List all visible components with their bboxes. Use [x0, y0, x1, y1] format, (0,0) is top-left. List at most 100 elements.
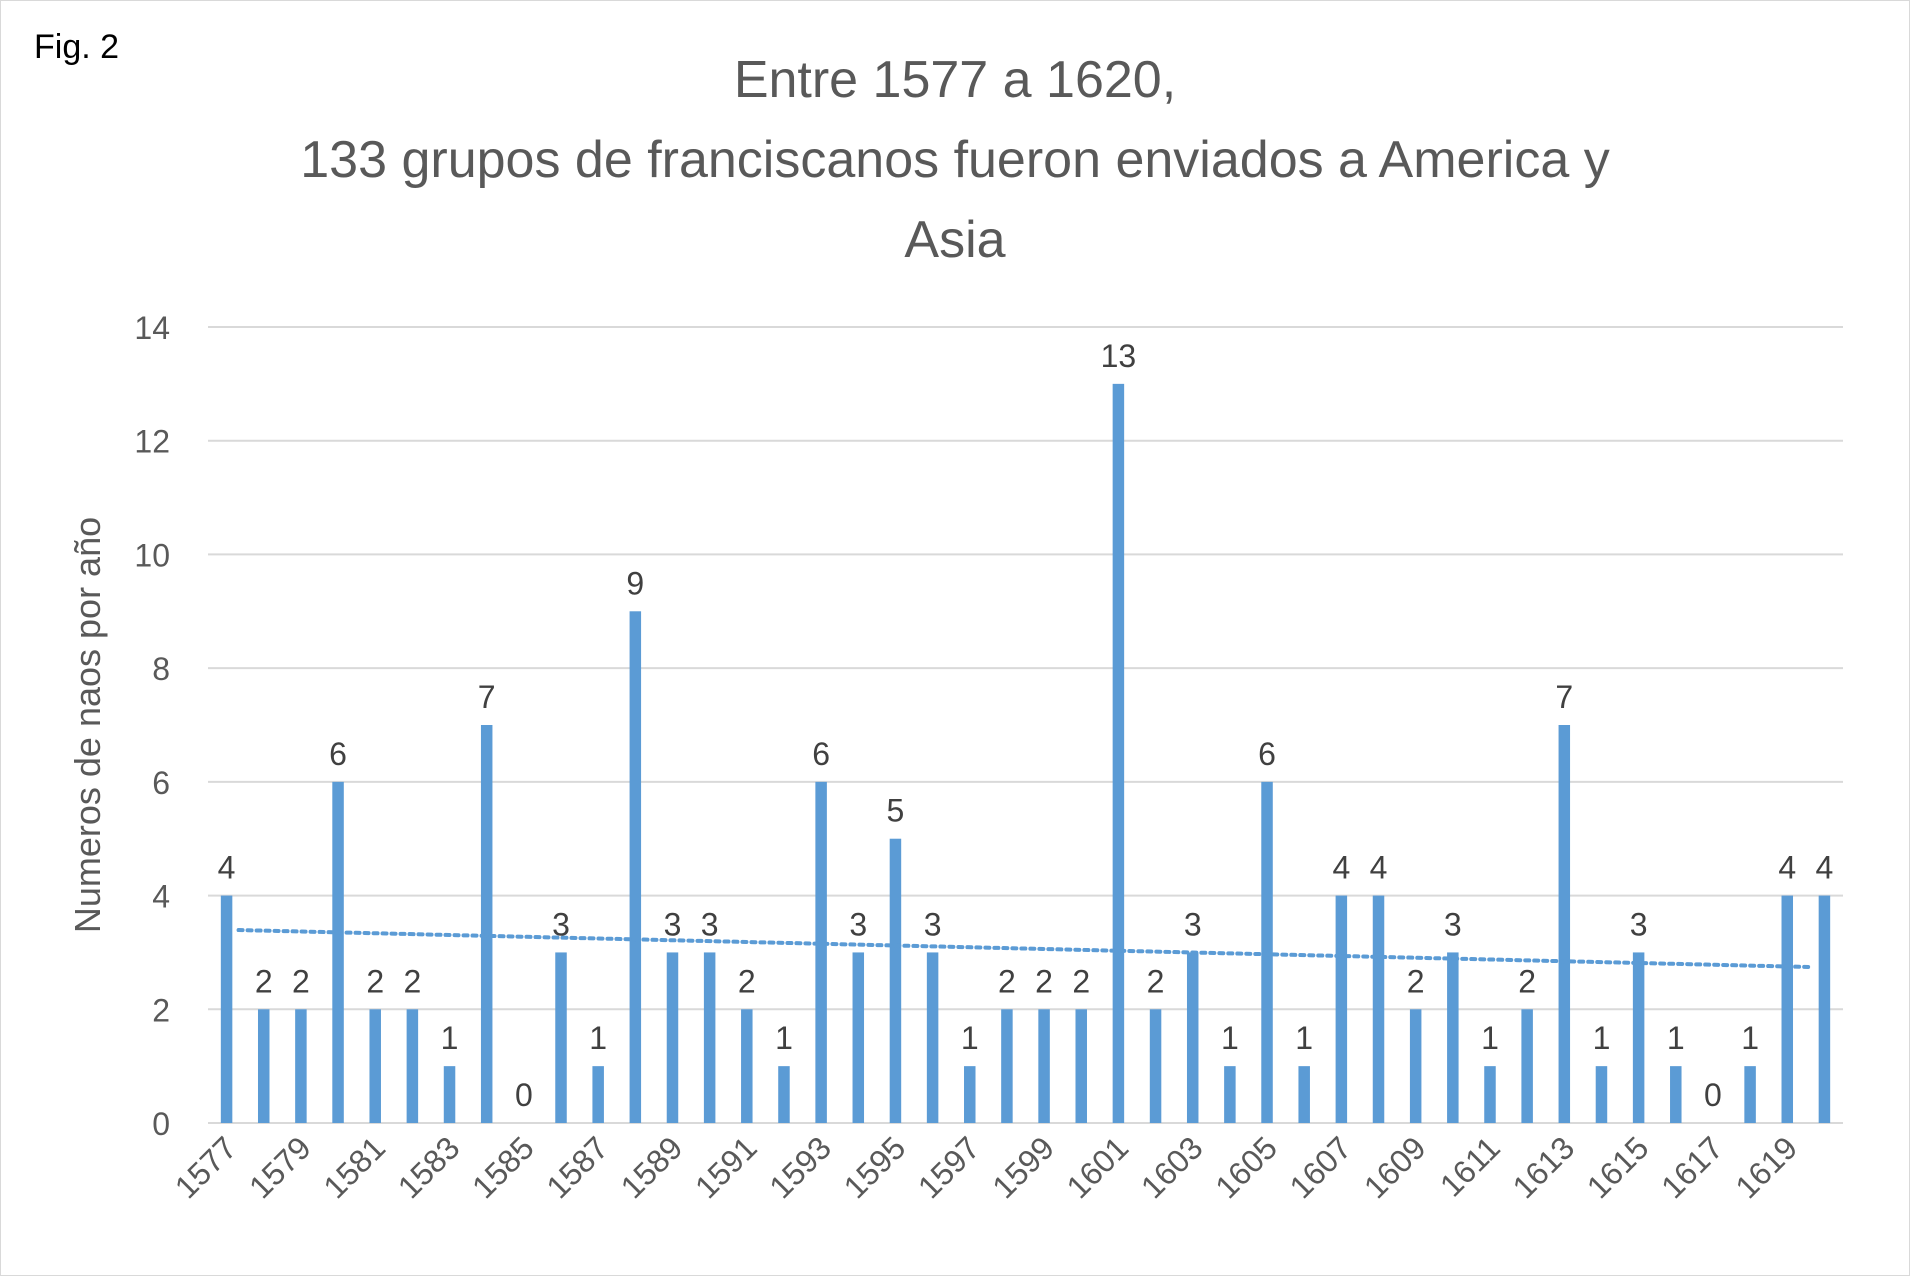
- bar: [1595, 1066, 1608, 1123]
- x-tick-label: 1597: [911, 1129, 987, 1205]
- data-label: 2: [1407, 963, 1425, 999]
- data-label: 1: [775, 1020, 793, 1056]
- x-tick-label: 1609: [1357, 1129, 1433, 1205]
- trendline: [236, 928, 1815, 970]
- y-tick-label: 14: [134, 310, 170, 346]
- bar: [1335, 895, 1348, 1123]
- data-label: 0: [515, 1077, 533, 1113]
- x-tick-label: 1601: [1060, 1129, 1136, 1205]
- data-label: 3: [1630, 906, 1648, 942]
- x-tick-label: 1593: [762, 1129, 838, 1205]
- x-tick-label: 1613: [1505, 1129, 1581, 1205]
- y-tick-label: 0: [152, 1106, 170, 1142]
- data-label: 2: [998, 963, 1016, 999]
- data-label: 3: [1444, 906, 1462, 942]
- y-tick-label: 10: [134, 537, 170, 573]
- data-label: 7: [478, 679, 496, 715]
- bar: [1038, 1009, 1050, 1123]
- data-label: 2: [292, 963, 310, 999]
- data-label: 4: [1332, 850, 1350, 886]
- figure-label: Fig. 2: [34, 28, 120, 66]
- bar: [1224, 1066, 1236, 1123]
- data-label: 1: [1221, 1020, 1239, 1056]
- bar: [1818, 895, 1831, 1123]
- data-label: 6: [1258, 736, 1276, 772]
- bar: [1670, 1066, 1682, 1123]
- trendline-line: [236, 928, 1815, 970]
- data-label: 6: [812, 736, 830, 772]
- chart-title-line-2: 133 grupos de franciscanos fueron enviad…: [300, 131, 1610, 189]
- bar: [1632, 952, 1645, 1123]
- x-axis-ticks: 1577157915811583158515871589159115931595…: [168, 1129, 1804, 1205]
- x-tick-label: 1585: [465, 1129, 541, 1205]
- bar: [703, 952, 716, 1123]
- x-tick-label: 1603: [1134, 1129, 1210, 1205]
- bar: [1001, 1009, 1013, 1123]
- data-label: 2: [255, 963, 273, 999]
- bar: [1521, 1009, 1533, 1123]
- bar: [815, 781, 827, 1123]
- bar: [1186, 952, 1199, 1123]
- bar: [406, 1009, 419, 1123]
- chart-title-line-3: Asia: [904, 211, 1006, 269]
- data-label: 1: [441, 1020, 459, 1056]
- data-label: 4: [1816, 850, 1834, 886]
- x-tick-label: 1599: [985, 1129, 1061, 1205]
- y-tick-label: 6: [152, 765, 170, 801]
- bar: [964, 1066, 976, 1123]
- y-axis-ticks: 0 2 4 6 8 10 12 14: [134, 310, 170, 1142]
- bar: [1075, 1009, 1087, 1123]
- x-tick-label: 1591: [688, 1129, 764, 1205]
- data-label: 3: [924, 906, 942, 942]
- x-tick-label: 1579: [242, 1129, 318, 1205]
- bar: [741, 1009, 753, 1123]
- x-tick-label: 1605: [1208, 1129, 1284, 1205]
- data-label: 3: [664, 906, 682, 942]
- bar: [443, 1066, 456, 1123]
- data-label: 1: [1741, 1020, 1759, 1056]
- bar: [592, 1066, 604, 1123]
- bar: [369, 1009, 381, 1123]
- x-tick-label: 1611: [1433, 1129, 1507, 1203]
- x-tick-label: 1595: [837, 1129, 913, 1205]
- x-tick-label: 1577: [168, 1129, 244, 1205]
- chart-title-line-1: Entre 1577 a 1620,: [733, 51, 1177, 109]
- bar: [778, 1066, 790, 1123]
- bar: [926, 952, 939, 1123]
- gridlines: [208, 326, 1843, 1124]
- x-tick-label: 1617: [1654, 1129, 1730, 1205]
- x-tick-label: 1607: [1283, 1129, 1359, 1205]
- data-label: 0: [1704, 1077, 1722, 1113]
- x-tick-label: 1581: [316, 1129, 392, 1205]
- bar: [1112, 383, 1125, 1123]
- bar: [555, 952, 567, 1123]
- data-label: 2: [403, 963, 421, 999]
- bar: [1149, 1009, 1162, 1123]
- bar: [1484, 1066, 1496, 1123]
- data-label: 1: [961, 1020, 979, 1056]
- bar: [1744, 1066, 1756, 1123]
- x-tick-label: 1587: [539, 1129, 615, 1205]
- data-label: 4: [1370, 850, 1388, 886]
- bar: [1298, 1066, 1310, 1123]
- data-label: 4: [218, 850, 236, 886]
- bar: [889, 838, 902, 1123]
- bar: [1558, 725, 1571, 1123]
- bar: [295, 1009, 307, 1123]
- bar: [220, 895, 233, 1123]
- data-label: 2: [1147, 963, 1165, 999]
- data-label: 13: [1101, 338, 1137, 374]
- bar: [1372, 895, 1385, 1123]
- data-label: 1: [589, 1020, 607, 1056]
- x-tick-label: 1619: [1728, 1129, 1804, 1205]
- data-label: 3: [849, 906, 867, 942]
- data-label: 3: [1184, 906, 1202, 942]
- bar: [1781, 895, 1794, 1123]
- x-tick-label: 1583: [391, 1129, 467, 1205]
- data-label: 1: [1593, 1020, 1611, 1056]
- x-tick-label: 1615: [1580, 1129, 1656, 1205]
- bar: [629, 611, 642, 1123]
- x-tick-label: 1589: [614, 1129, 690, 1205]
- data-label: 1: [1667, 1020, 1685, 1056]
